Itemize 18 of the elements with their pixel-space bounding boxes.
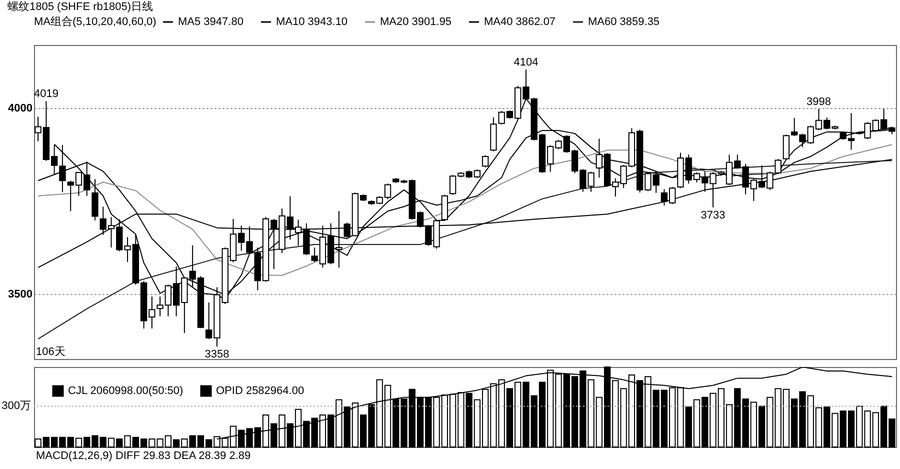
annotation: 3733 [700, 209, 726, 222]
chart-title: 螺纹1805 (SHFE rb1805)日线 [8, 0, 154, 13]
y-tick-label: 4000 [8, 102, 32, 115]
y-tick-label: 3500 [8, 288, 32, 300]
annotation: 4104 [514, 56, 538, 69]
legend-label: MA5 3947.80 [178, 16, 244, 28]
legend-label: MA10 3943.10 [276, 16, 348, 28]
legend-label: OPID 2582964.00 [216, 385, 304, 397]
ref-line-label: 300万 [2, 400, 31, 412]
text: MACD(12,26,9) DIFF 29.83 DEA 28.39 2.89 [36, 450, 251, 462]
annotation: 106天 [36, 346, 66, 358]
legend-label: MA40 3862.07 [484, 16, 556, 28]
annotation: 3998 [806, 96, 831, 108]
legend-title: MA组合(5,10,20,40,60,0) [34, 15, 156, 28]
legend-label: CJL 2060998.00(50:50) [68, 385, 184, 397]
legend-label: MA20 3901.95 [380, 16, 452, 28]
annotation: 3358 [204, 348, 230, 361]
legend-label: MA60 3859.35 [588, 16, 660, 28]
